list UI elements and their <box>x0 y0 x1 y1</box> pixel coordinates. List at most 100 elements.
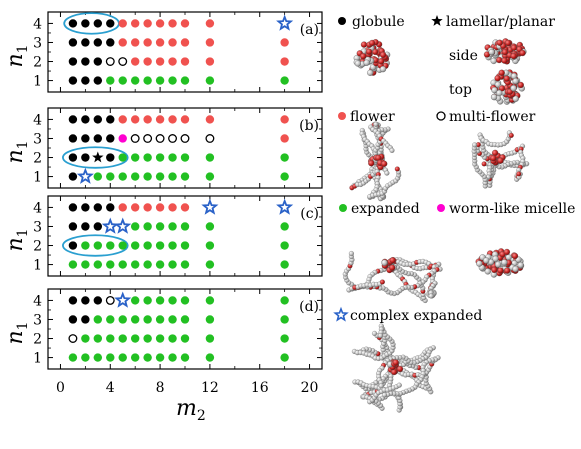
legend-item-complex-expanded: complex expanded <box>333 306 482 324</box>
y-axis-title-main: n <box>3 149 28 163</box>
data-point-expanded <box>106 241 115 250</box>
data-point-expanded <box>205 260 215 269</box>
data-point-expanded <box>280 241 289 250</box>
legend-item-lamellar: lamellar/planar <box>431 14 555 30</box>
data-point-flower <box>180 38 190 47</box>
data-point-flower <box>168 38 177 47</box>
data-point-flower <box>143 19 152 28</box>
data-point-expanded <box>130 334 140 343</box>
data-point-globule <box>68 153 78 162</box>
legend-marker-flower <box>338 112 346 120</box>
x-axis-title: m2 <box>176 396 206 424</box>
y-tick-label: 4 <box>33 293 42 309</box>
data-point-flower <box>205 38 215 47</box>
data-point-globule <box>81 296 90 305</box>
data-point-multi-flower <box>118 57 128 66</box>
data-point-expanded <box>280 353 289 362</box>
data-point-flower <box>118 115 127 124</box>
data-point-flower <box>143 203 152 212</box>
data-point-flower <box>280 38 289 47</box>
data-point-globule <box>68 38 78 47</box>
data-point-worm-like-micelle <box>118 134 127 143</box>
data-point-expanded <box>130 172 140 181</box>
data-point-flower <box>280 134 289 143</box>
snapshot-expanded <box>342 250 443 304</box>
data-point-expanded <box>106 76 115 85</box>
x-tick-label: 0 <box>56 380 65 396</box>
legend-label-complex-expanded: complex expanded <box>350 308 482 324</box>
data-point-complex-expanded <box>276 14 294 31</box>
data-point-globule <box>81 203 90 212</box>
data-point-expanded <box>205 334 215 343</box>
x-tick-label: 12 <box>201 380 219 396</box>
y-tick-label: 1 <box>33 74 42 90</box>
data-point-expanded <box>106 260 115 269</box>
data-point-flower <box>168 115 177 124</box>
data-point-multi-flower <box>105 295 115 305</box>
data-point-expanded <box>168 353 177 362</box>
data-point-expanded <box>180 172 190 181</box>
legend: globule lamellar/planar side top flower … <box>333 14 575 324</box>
legend-label-expanded: expanded <box>351 201 420 217</box>
data-point-globule <box>81 115 90 124</box>
data-point-multi-flower <box>130 134 140 143</box>
y-axis-title: n1 <box>3 140 31 163</box>
data-point-expanded <box>280 296 289 305</box>
data-point-expanded <box>143 76 152 85</box>
data-point-globule <box>93 57 103 66</box>
data-point-globule <box>68 241 78 250</box>
data-point-expanded <box>155 153 165 162</box>
data-point-expanded <box>118 334 127 343</box>
legend-item-expanded: expanded <box>339 201 420 217</box>
panel-label: (d) <box>299 299 319 315</box>
data-point-expanded <box>180 153 190 162</box>
data-point-expanded <box>205 153 215 162</box>
data-point-expanded <box>155 222 165 231</box>
data-point-expanded <box>180 222 190 231</box>
y-tick-label: 4 <box>33 200 42 216</box>
data-point-flower <box>155 115 165 124</box>
data-point-expanded <box>180 353 190 362</box>
data-point-globule <box>68 222 78 231</box>
data-point-globule <box>93 38 103 47</box>
data-point-flower <box>143 38 152 47</box>
data-point-expanded <box>155 241 165 250</box>
y-tick-label: 1 <box>33 258 42 274</box>
data-point-globule <box>93 134 103 143</box>
legend-item-flower: flower <box>338 109 395 125</box>
panel-label: (b) <box>299 118 319 134</box>
y-axis-title-main: n <box>3 330 28 344</box>
data-point-globule <box>68 115 78 124</box>
data-point-flower <box>205 57 215 66</box>
data-point-expanded <box>155 76 165 85</box>
snapshot-expanded-core <box>381 257 397 274</box>
data-point-globule <box>106 38 115 47</box>
data-point-expanded <box>130 296 140 305</box>
legend-label-flower: flower <box>350 109 395 125</box>
y-tick-label: 3 <box>33 35 42 51</box>
y-tick-label: 3 <box>33 131 42 147</box>
data-point-expanded <box>93 172 103 181</box>
data-point-expanded <box>130 315 140 324</box>
snapshot-label-top: top <box>449 82 472 98</box>
data-point-flower <box>130 203 140 212</box>
y-tick-label: 4 <box>33 112 42 128</box>
data-point-expanded <box>130 353 140 362</box>
snapshot-complex-expanded-core <box>387 359 404 376</box>
data-point-flower <box>143 57 152 66</box>
data-point-expanded <box>280 334 289 343</box>
data-point-globule <box>106 19 115 28</box>
legend-marker-worm-like-micelle <box>437 204 445 212</box>
data-point-flower <box>155 38 165 47</box>
data-point-globule <box>106 134 115 143</box>
data-point-expanded <box>106 315 115 324</box>
data-point-expanded <box>106 172 115 181</box>
y-tick-label: 1 <box>33 170 42 186</box>
panel-label: (c) <box>300 206 319 222</box>
data-point-expanded <box>280 153 289 162</box>
data-point-expanded <box>68 353 78 362</box>
data-point-expanded <box>205 296 215 305</box>
data-point-globule <box>68 57 78 66</box>
